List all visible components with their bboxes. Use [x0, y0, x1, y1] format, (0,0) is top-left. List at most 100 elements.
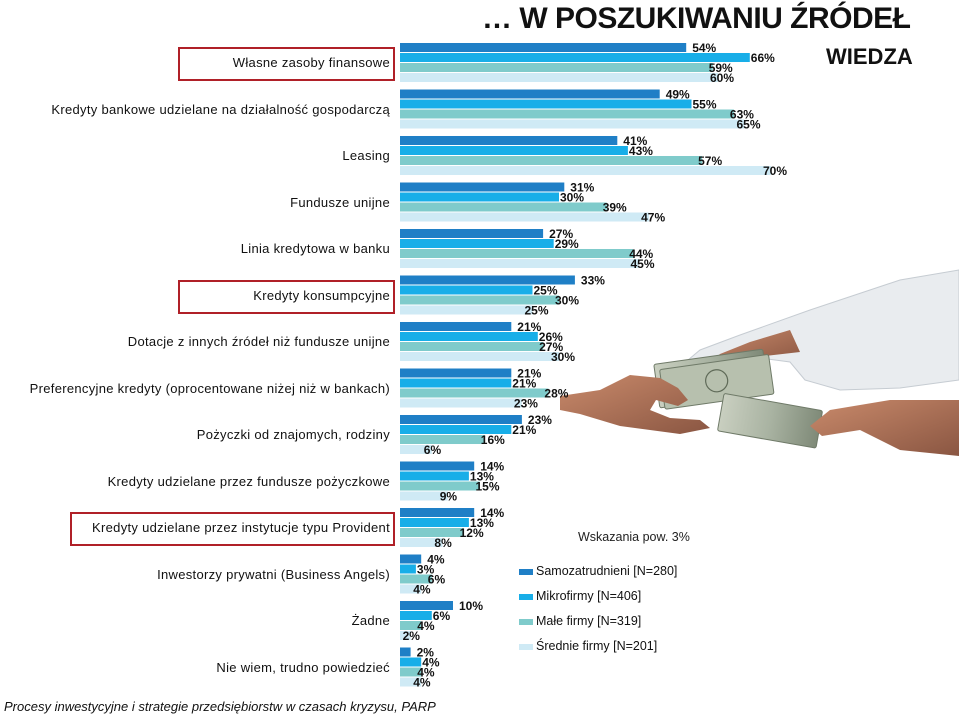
- data-label: 39%: [603, 201, 627, 215]
- category-label: Preferencyjne kredyty (oprocentowane niż…: [29, 380, 390, 396]
- category-label: Żadne: [351, 613, 390, 628]
- section-label: WIEDZA: [826, 44, 913, 69]
- bar: [400, 119, 745, 129]
- data-label: 13%: [470, 516, 494, 530]
- bar: [400, 538, 443, 547]
- data-label: 16%: [481, 433, 505, 447]
- category-label: Nie wiem, trudno powiedzieć: [216, 659, 390, 675]
- bar: [400, 481, 480, 491]
- data-label: 6%: [433, 609, 451, 623]
- page-title: … W POSZUKIWANIU ŹRÓDEŁ: [482, 2, 911, 35]
- bar: [400, 677, 422, 687]
- bar: [400, 63, 713, 72]
- bar: [400, 425, 512, 434]
- bar: [400, 508, 475, 517]
- bar: [400, 305, 533, 315]
- bar: [400, 647, 411, 657]
- category-label: Kredyty udzielane przez fundusze pożyczk…: [107, 473, 390, 489]
- bar: [400, 528, 464, 537]
- bar: [400, 631, 411, 640]
- data-label: 27%: [549, 227, 573, 241]
- data-label: 25%: [534, 284, 558, 298]
- bar: [400, 461, 475, 471]
- bar: [400, 564, 416, 574]
- bar: [400, 229, 544, 238]
- data-label: 12%: [460, 526, 484, 540]
- bar: [400, 657, 422, 667]
- data-label: 15%: [476, 480, 500, 494]
- data-label: 6%: [428, 573, 446, 587]
- data-label: 14%: [480, 460, 504, 474]
- bar: [400, 295, 559, 305]
- data-label: 23%: [514, 397, 538, 411]
- bar: [400, 99, 692, 109]
- data-label: 4%: [413, 583, 431, 597]
- data-label: 4%: [422, 656, 440, 670]
- bar: [400, 285, 533, 295]
- data-label: 47%: [641, 211, 665, 225]
- bar: [400, 212, 650, 222]
- bar: [400, 156, 703, 165]
- category-label: Kredyty udzielane przez instytucje typu …: [92, 520, 390, 535]
- bar: [400, 621, 422, 630]
- bar: [400, 43, 687, 52]
- bar: [400, 342, 544, 351]
- data-label: 54%: [692, 41, 716, 55]
- bar: [400, 136, 618, 145]
- category-label: Linia kredytowa w banku: [240, 241, 390, 256]
- bar: [400, 611, 432, 620]
- category-label: Fundusze unijne: [290, 194, 390, 210]
- bar: [400, 368, 512, 378]
- bar: [400, 89, 660, 99]
- category-label: Dotacje z innych źródeł niż fundusze uni…: [127, 334, 390, 349]
- data-label: 14%: [480, 506, 504, 520]
- category-label: Leasing: [342, 148, 390, 163]
- bar: [400, 491, 448, 501]
- bar: [400, 322, 512, 331]
- data-label: 4%: [417, 666, 435, 680]
- chart-note: Wskazania pow. 3%: [578, 530, 690, 544]
- highlight-box: [178, 279, 395, 314]
- data-label: 6%: [424, 443, 442, 457]
- data-label: 55%: [693, 98, 717, 112]
- data-label: 21%: [517, 320, 541, 334]
- data-label: 63%: [730, 108, 754, 122]
- bar: [400, 554, 422, 564]
- data-label: 31%: [570, 181, 594, 195]
- data-label: 66%: [751, 51, 775, 65]
- bar: [400, 275, 575, 285]
- highlight-box: [70, 512, 395, 546]
- bar: [400, 53, 750, 62]
- data-label: 70%: [763, 164, 787, 178]
- bar: [400, 601, 453, 610]
- legend-swatch: [519, 644, 533, 650]
- bar: [400, 445, 432, 454]
- data-label: 49%: [666, 88, 690, 102]
- legend-swatch: [519, 569, 533, 575]
- data-label: 25%: [525, 304, 549, 318]
- bar: [400, 73, 718, 82]
- legend-label: Mikrofirmy [N=406]: [536, 589, 642, 603]
- legend-swatch: [519, 619, 533, 625]
- data-label: 8%: [434, 536, 452, 550]
- bar: [400, 398, 522, 408]
- legend-label: Małe firmy [N=319]: [536, 614, 642, 628]
- legend-label: Samozatrudnieni [N=280]: [536, 564, 678, 578]
- data-label: 29%: [555, 237, 579, 251]
- bar: [400, 202, 607, 212]
- data-label: 57%: [698, 154, 722, 168]
- data-label: 9%: [440, 490, 458, 504]
- bar: [400, 166, 771, 175]
- data-label: 4%: [427, 553, 445, 567]
- category-label: Kredyty bankowe udzielane na działalność…: [51, 101, 390, 117]
- bar: [400, 352, 559, 361]
- data-label: 23%: [528, 413, 552, 427]
- bar: [400, 574, 432, 584]
- data-label: 60%: [710, 71, 734, 85]
- bar: [400, 471, 469, 481]
- data-label: 4%: [417, 619, 435, 633]
- bar: [400, 192, 559, 202]
- legend-label: Średnie firmy [N=201]: [536, 639, 658, 653]
- bar: [400, 518, 469, 527]
- category-label: Pożyczki od znajomych, rodziny: [196, 427, 390, 442]
